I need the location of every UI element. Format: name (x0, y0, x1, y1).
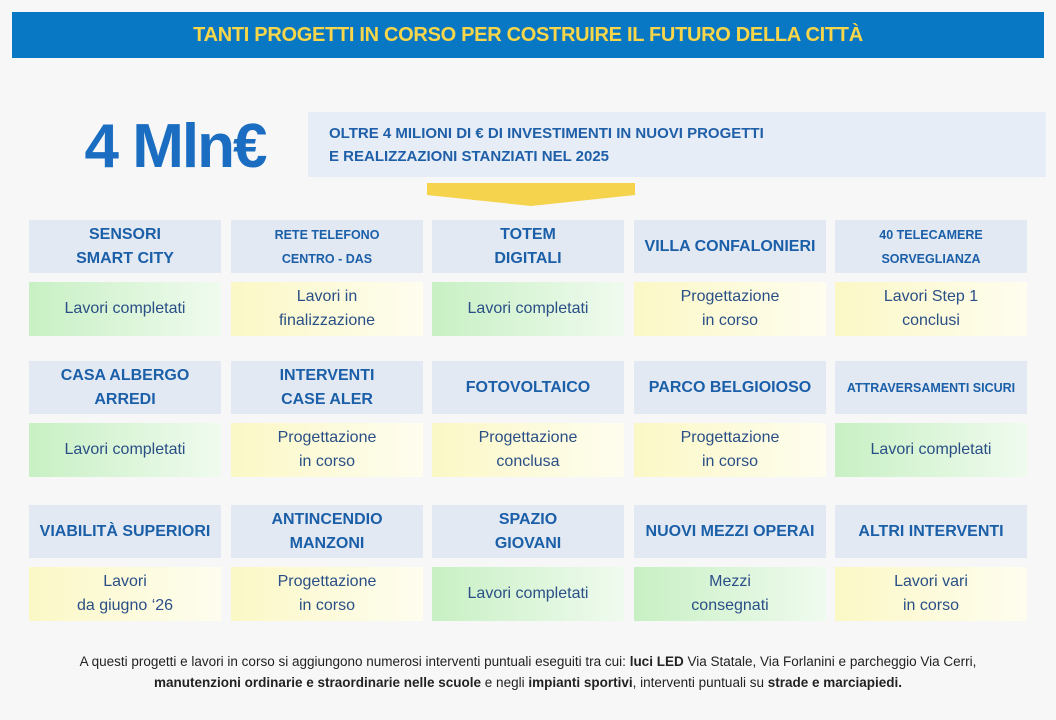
project-title: RETE TELEFONO CENTRO - DAS (231, 220, 423, 273)
title-line: RETE TELEFONO (274, 227, 380, 242)
title-line: SORVEGLIANZA (881, 251, 981, 266)
status-line: Lavori completati (870, 441, 992, 458)
title-line: INTERVENTI (279, 366, 375, 384)
status-line: in corso (298, 597, 356, 614)
title-line: SMART CITY (76, 249, 174, 267)
footer-segment: luci LED (629, 654, 684, 669)
title-line: VIABILITÀ SUPERIORI (39, 522, 211, 540)
title-line: SENSORI (88, 225, 161, 243)
description-line: E REALIZZAZIONI STANZIATI NEL 2025 (329, 148, 610, 165)
title-line: MANZONI (289, 534, 365, 552)
status-line: Lavori completati (64, 300, 186, 317)
arrow (427, 183, 635, 206)
title-line: SPAZIO (498, 510, 558, 528)
title-line: DIGITALI (494, 249, 562, 267)
title-line: GIOVANI (494, 534, 562, 552)
project-status: Mezzi consegnati (634, 567, 826, 621)
status-line: consegnati (691, 597, 769, 614)
project-title: VILLA CONFALONIERI (634, 220, 826, 273)
title-line: CASE ALER (281, 390, 373, 408)
project-status: Lavori da giugno ‘26 (29, 567, 221, 621)
status-line: Lavori in (296, 288, 358, 305)
status-line: Lavori (103, 573, 147, 590)
status-line: in corso (701, 453, 759, 470)
project-title: VIABILITÀ SUPERIORI (29, 505, 221, 558)
status-line: conclusa (496, 453, 560, 470)
title-line: FOTOVOLTAICO (465, 378, 591, 396)
project-title: NUOVI MEZZI OPERAI (634, 505, 826, 558)
footer-segment: strade e marciapiedi. (767, 675, 903, 690)
project-status: Lavori completati (29, 282, 221, 336)
title-line: CASA ALBERGO (60, 366, 190, 384)
title-line: 40 TELECAMERE (879, 227, 983, 242)
status-line: in corso (701, 312, 759, 329)
footer-segment: Via Statale, Via Forlanini e parcheggio … (687, 654, 977, 669)
project-title: PARCO BELGIOIOSO (634, 361, 826, 414)
status-line: Progettazione (277, 573, 377, 590)
status-line: Lavori completati (467, 300, 589, 317)
project-title: ATTRAVERSAMENTI SICURI (835, 361, 1027, 414)
title-line: TOTEM (500, 225, 556, 243)
status-line: in corso (902, 597, 960, 614)
project-title: 40 TELECAMERE SORVEGLIANZA (835, 220, 1027, 273)
footer-note: A questi progetti e lavori in corso si a… (40, 651, 1016, 693)
project-status: Progettazione in corso (231, 423, 423, 477)
status-line: Lavori vari (894, 573, 968, 590)
footer-segment: manutenzioni ordinarie e straordinarie n… (153, 675, 482, 690)
status-line: Progettazione (478, 429, 578, 446)
status-line: Lavori completati (64, 441, 186, 458)
description-line: OLTRE 4 MILIONI DI € DI INVESTIMENTI IN … (329, 125, 764, 142)
footer-segment: , interventi puntuali su (632, 675, 764, 690)
title-line: ANTINCENDIO (271, 510, 383, 528)
project-status: Lavori completati (432, 567, 624, 621)
hero-figure: 4 Mln€ (84, 111, 268, 181)
status-line: Lavori completati (467, 585, 589, 602)
project-title: CASA ALBERGO ARREDI (29, 361, 221, 414)
footer-segment: A questi progetti e lavori in corso si a… (79, 654, 626, 669)
project-status: Lavori Step 1 conclusi (835, 282, 1027, 336)
title-line: NUOVI MEZZI OPERAI (645, 522, 815, 540)
status-line: Lavori Step 1 (883, 288, 979, 305)
title-line: ARREDI (94, 390, 156, 408)
project-status: Progettazione conclusa (432, 423, 624, 477)
project-title: FOTOVOLTAICO (432, 361, 624, 414)
header-title: TANTI PROGETTI IN CORSO PER COSTRUIRE IL… (12, 12, 1044, 58)
title-line: ALTRI INTERVENTI (858, 522, 1004, 540)
status-line: in corso (298, 453, 356, 470)
project-title: INTERVENTI CASE ALER (231, 361, 423, 414)
project-status: Lavori completati (835, 423, 1027, 477)
project-status: Progettazione in corso (231, 567, 423, 621)
status-line: conclusi (902, 312, 960, 329)
project-status: Progettazione in corso (634, 282, 826, 336)
project-status: Lavori vari in corso (835, 567, 1027, 621)
project-status: Progettazione in corso (634, 423, 826, 477)
status-line: Progettazione (277, 429, 377, 446)
project-status: Lavori completati (432, 282, 624, 336)
title-line: VILLA CONFALONIERI (644, 237, 816, 255)
hero-description: OLTRE 4 MILIONI DI € DI INVESTIMENTI IN … (308, 112, 1046, 177)
title-line: ATTRAVERSAMENTI SICURI (846, 380, 1016, 395)
project-title: TOTEM DIGITALI (432, 220, 624, 273)
project-status: Lavori completati (29, 423, 221, 477)
status-line: finalizzazione (278, 312, 376, 329)
status-line: Progettazione (680, 288, 780, 305)
status-line: Mezzi (709, 573, 751, 590)
footer-segment: e negli (484, 675, 525, 690)
title-line: PARCO BELGIOIOSO (648, 378, 812, 396)
project-title: ALTRI INTERVENTI (835, 505, 1027, 558)
title-line: CENTRO - DAS (281, 251, 373, 266)
project-title: SPAZIO GIOVANI (432, 505, 624, 558)
project-title: SENSORI SMART CITY (29, 220, 221, 273)
project-title: ANTINCENDIO MANZONI (231, 505, 423, 558)
footer-segment: impianti sportivi (528, 675, 633, 690)
status-line: da giugno ‘26 (76, 597, 174, 614)
project-status: Lavori in finalizzazione (231, 282, 423, 336)
status-line: Progettazione (680, 429, 780, 446)
